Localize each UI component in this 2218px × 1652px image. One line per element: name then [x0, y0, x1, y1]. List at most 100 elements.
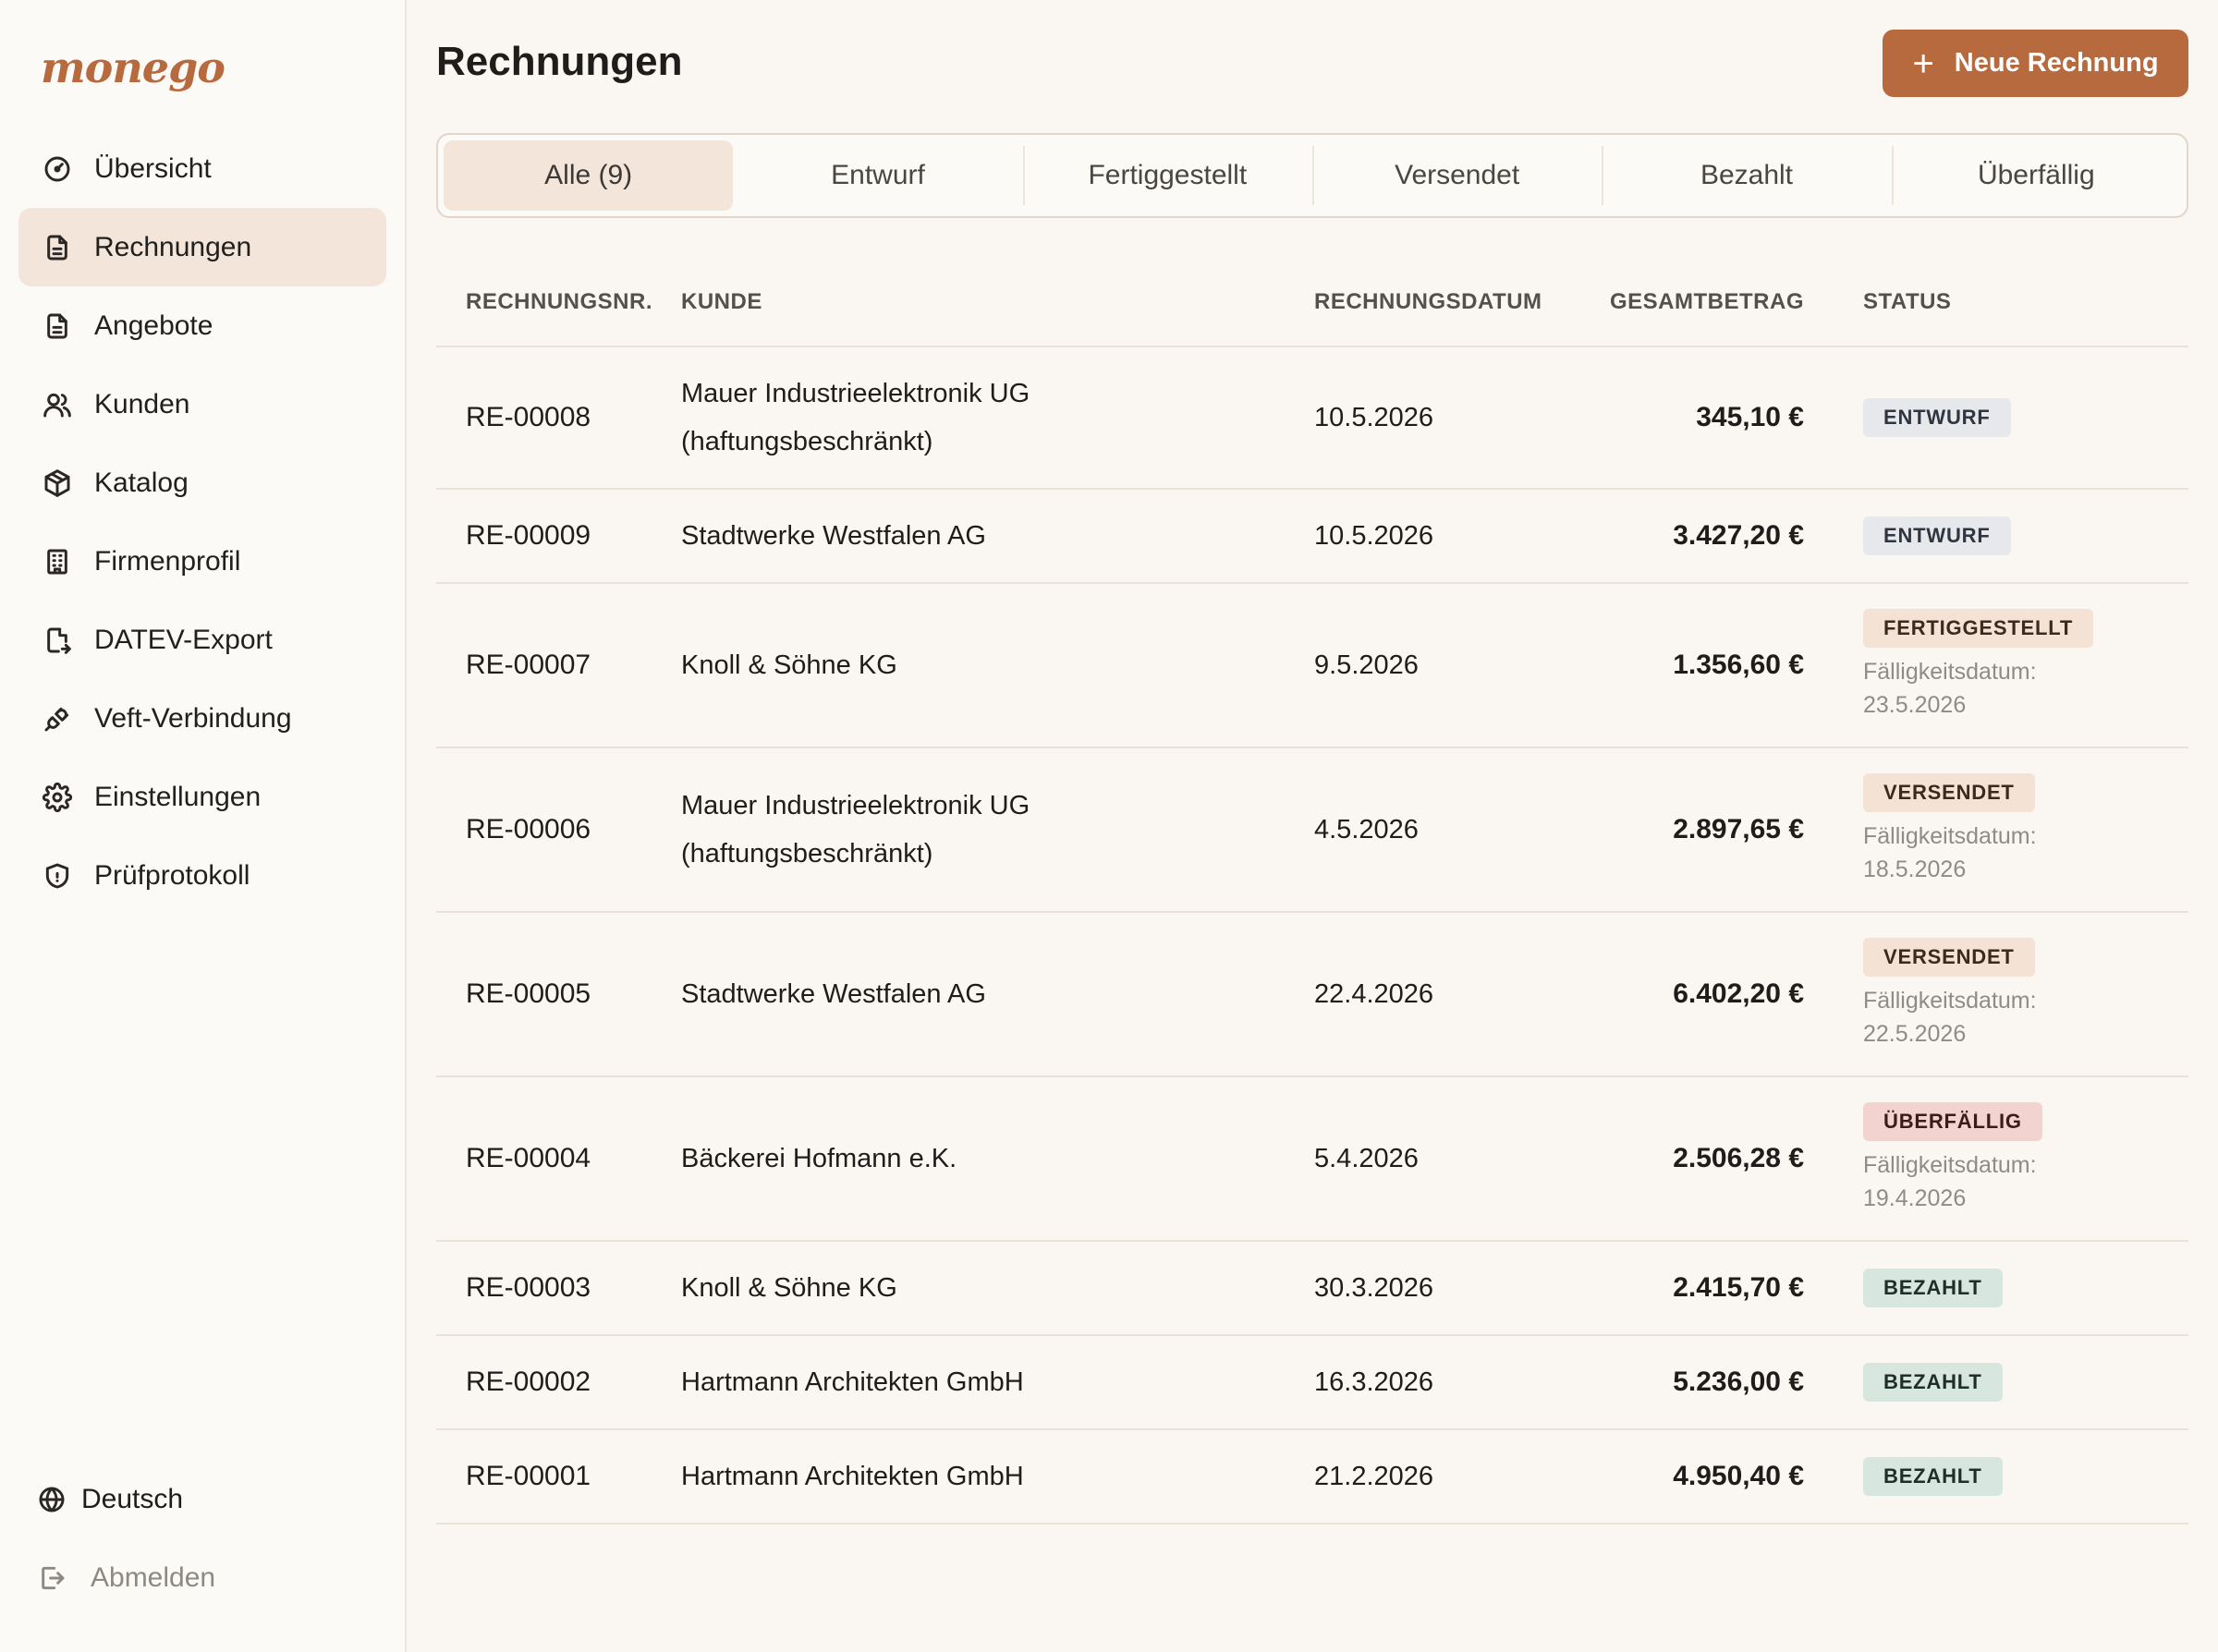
sidebar-item-label: Übersicht — [94, 152, 212, 184]
customer-cell: Hartmann Architekten GmbH — [681, 1452, 1314, 1500]
invoice-number[interactable]: RE-00005 — [466, 978, 591, 1009]
invoice-number[interactable]: RE-00003 — [466, 1272, 591, 1303]
globe-icon — [37, 1483, 70, 1516]
status-cell: VERSENDET Fälligkeitsdatum: 18.5.2026 — [1804, 773, 2188, 886]
sidebar-item-label: Kunden — [94, 388, 190, 419]
table-row[interactable]: RE-00007 Knoll & Söhne KG 9.5.2026 1.356,60… — [436, 584, 2188, 748]
due-date-info: Fälligkeitsdatum: 22.5.2026 — [1863, 984, 2188, 1051]
tab-versendet[interactable]: Versendet — [1311, 140, 1602, 211]
invoice-date: 16.3.2026 — [1314, 1367, 1434, 1397]
sidebar-item-label: Katalog — [94, 467, 189, 498]
invoice-number[interactable]: RE-00004 — [466, 1143, 591, 1173]
due-date-label: Fälligkeitsdatum: — [1863, 1152, 2037, 1178]
customer-cell: Mauer Industrieelektronik UG (haftungsbes… — [681, 370, 1314, 466]
sidebar-item-pruefprotokoll[interactable]: Prüfprotokoll — [18, 836, 386, 915]
sidebar-item-kunden[interactable]: Kunden — [18, 365, 386, 443]
new-invoice-button[interactable]: + Neue Rechnung — [1883, 30, 2188, 97]
invoice-amount: 6.402,20 € — [1673, 978, 1804, 1009]
logout-label: Abmelden — [91, 1561, 216, 1593]
sidebar-nav: Übersicht Rechnungen Angebote Kunden Katalog… — [18, 129, 386, 915]
sidebar-item-rechnungen[interactable]: Rechnungen — [18, 208, 386, 286]
tab-alle-9[interactable]: Alle (9) — [444, 140, 734, 211]
table-row[interactable]: RE-00005 Stadtwerke Westfalen AG 22.4.2026… — [436, 913, 2188, 1077]
invoice-date: 4.5.2026 — [1314, 814, 1419, 844]
language-selector[interactable]: Deutsch — [37, 1460, 370, 1538]
customer-name-line: Stadtwerke Westfalen AG — [681, 521, 986, 551]
status-badge: VERSENDET — [1863, 773, 2035, 812]
tab-bezahlt[interactable]: Bezahlt — [1602, 140, 1891, 211]
status-badge: ÜBERFÄLLIG — [1863, 1102, 2042, 1141]
customer-name-line: Mauer Industrieelektronik UG — [681, 379, 1030, 408]
sidebar-item-firmenprofil[interactable]: Firmenprofil — [18, 522, 386, 601]
status-cell: BEZAHLT — [1804, 1363, 2188, 1402]
gear-icon — [41, 781, 74, 814]
column-header-date[interactable]: RECHNUNGSDATUM — [1314, 289, 1542, 314]
page-title: Rechnungen — [436, 39, 683, 84]
table-row[interactable]: RE-00003 Knoll & Söhne KG 30.3.2026 2.415,7… — [436, 1242, 2188, 1336]
invoice-number[interactable]: RE-00008 — [466, 402, 591, 432]
sidebar-item-label: DATEV-Export — [94, 624, 273, 655]
sidebar-bottom: Deutsch Abmelden — [37, 1460, 370, 1617]
sidebar-item-label: Prüfprotokoll — [94, 859, 250, 891]
customer-cell: Bäckerei Hofmann e.K. — [681, 1135, 1314, 1183]
status-badge: ENTWURF — [1863, 516, 2011, 555]
shield-icon — [41, 859, 74, 893]
tab-ueberfaellig[interactable]: Überfällig — [1891, 140, 2181, 211]
tab-entwurf[interactable]: Entwurf — [831, 160, 925, 190]
invoice-amount: 1.356,60 € — [1673, 650, 1804, 680]
logout-button[interactable]: Abmelden — [37, 1538, 370, 1617]
column-header-amount[interactable]: GESAMTBETRAG — [1610, 289, 1804, 314]
table-row[interactable]: RE-00002 Hartmann Architekten GmbH 16.3.20… — [436, 1336, 2188, 1430]
invoice-date: 30.3.2026 — [1314, 1272, 1434, 1303]
sidebar-item-katalog[interactable]: Katalog — [18, 443, 386, 522]
building-icon — [41, 545, 74, 578]
table-row[interactable]: RE-00008 Mauer Industrieelektronik UG (haf… — [436, 347, 2188, 490]
customer-name-line: Hartmann Architekten GmbH — [681, 1367, 1024, 1397]
column-header-customer[interactable]: KUNDE — [681, 289, 762, 314]
file-export-icon — [41, 624, 74, 657]
due-date-info: Fälligkeitsdatum: 19.4.2026 — [1863, 1148, 2188, 1215]
invoice-number[interactable]: RE-00002 — [466, 1367, 591, 1397]
app-logo: monego — [41, 43, 225, 92]
users-icon — [41, 388, 74, 421]
sidebar-item-veft-verbindung[interactable]: Veft-Verbindung — [18, 679, 386, 758]
column-header-status[interactable]: STATUS — [1863, 289, 1952, 314]
invoice-number[interactable]: RE-00001 — [466, 1461, 591, 1491]
logout-icon — [37, 1561, 70, 1595]
status-cell: ENTWURF — [1804, 516, 2188, 555]
table-row[interactable]: RE-00009 Stadtwerke Westfalen AG 10.5.2026… — [436, 490, 2188, 584]
new-invoice-label: Neue Rechnung — [1954, 48, 2159, 78]
language-label: Deutsch — [81, 1483, 184, 1514]
tab-fertiggestellt[interactable]: Fertiggestellt — [1022, 140, 1312, 211]
customer-cell: Stadtwerke Westfalen AG — [681, 970, 1314, 1018]
status-badge: ENTWURF — [1863, 398, 2011, 437]
invoice-number[interactable]: RE-00006 — [466, 814, 591, 844]
gauge-icon — [41, 152, 74, 186]
sidebar-item-uebersicht[interactable]: Übersicht — [18, 129, 386, 208]
table-header: RECHNUNGSNR. KUNDE RECHNUNGSDATUM GESAMT… — [436, 259, 2188, 347]
package-icon — [41, 467, 74, 500]
customer-name-line: (haftungsbeschränkt) — [681, 839, 933, 869]
column-header-number[interactable]: RECHNUNGSNR. — [466, 289, 653, 314]
due-date-label: Fälligkeitsdatum: — [1863, 659, 2037, 685]
status-tabs: Alle (9) Entwurf Fertiggestellt Versendet Be… — [436, 133, 2188, 218]
plus-icon: + — [1912, 43, 1934, 84]
table-row[interactable]: RE-00006 Mauer Industrieelektronik UG (haf… — [436, 748, 2188, 913]
customer-cell: Knoll & Söhne KG — [681, 1264, 1314, 1312]
invoice-date: 5.4.2026 — [1314, 1143, 1419, 1173]
table-row[interactable]: RE-00004 Bäckerei Hofmann e.K. 5.4.2026 2.5… — [436, 1077, 2188, 1242]
document-icon — [41, 231, 74, 264]
invoice-date: 21.2.2026 — [1314, 1461, 1434, 1491]
invoice-number[interactable]: RE-00007 — [466, 650, 591, 680]
status-badge: BEZAHLT — [1863, 1457, 2003, 1496]
invoice-amount: 3.427,20 € — [1673, 520, 1804, 551]
customer-name-line: Mauer Industrieelektronik UG — [681, 791, 1030, 820]
table-row[interactable]: RE-00001 Hartmann Architekten GmbH 21.2.20… — [436, 1430, 2188, 1524]
sidebar-item-angebote[interactable]: Angebote — [18, 286, 386, 365]
sidebar-item-label: Einstellungen — [94, 781, 262, 812]
sidebar-item-einstellungen[interactable]: Einstellungen — [18, 758, 386, 836]
customer-cell: Mauer Industrieelektronik UG (haftungsbes… — [681, 782, 1314, 878]
invoice-number[interactable]: RE-00009 — [466, 520, 591, 551]
sidebar-item-datev-export[interactable]: DATEV-Export — [18, 601, 386, 679]
sidebar-item-label: Veft-Verbindung — [94, 702, 292, 734]
